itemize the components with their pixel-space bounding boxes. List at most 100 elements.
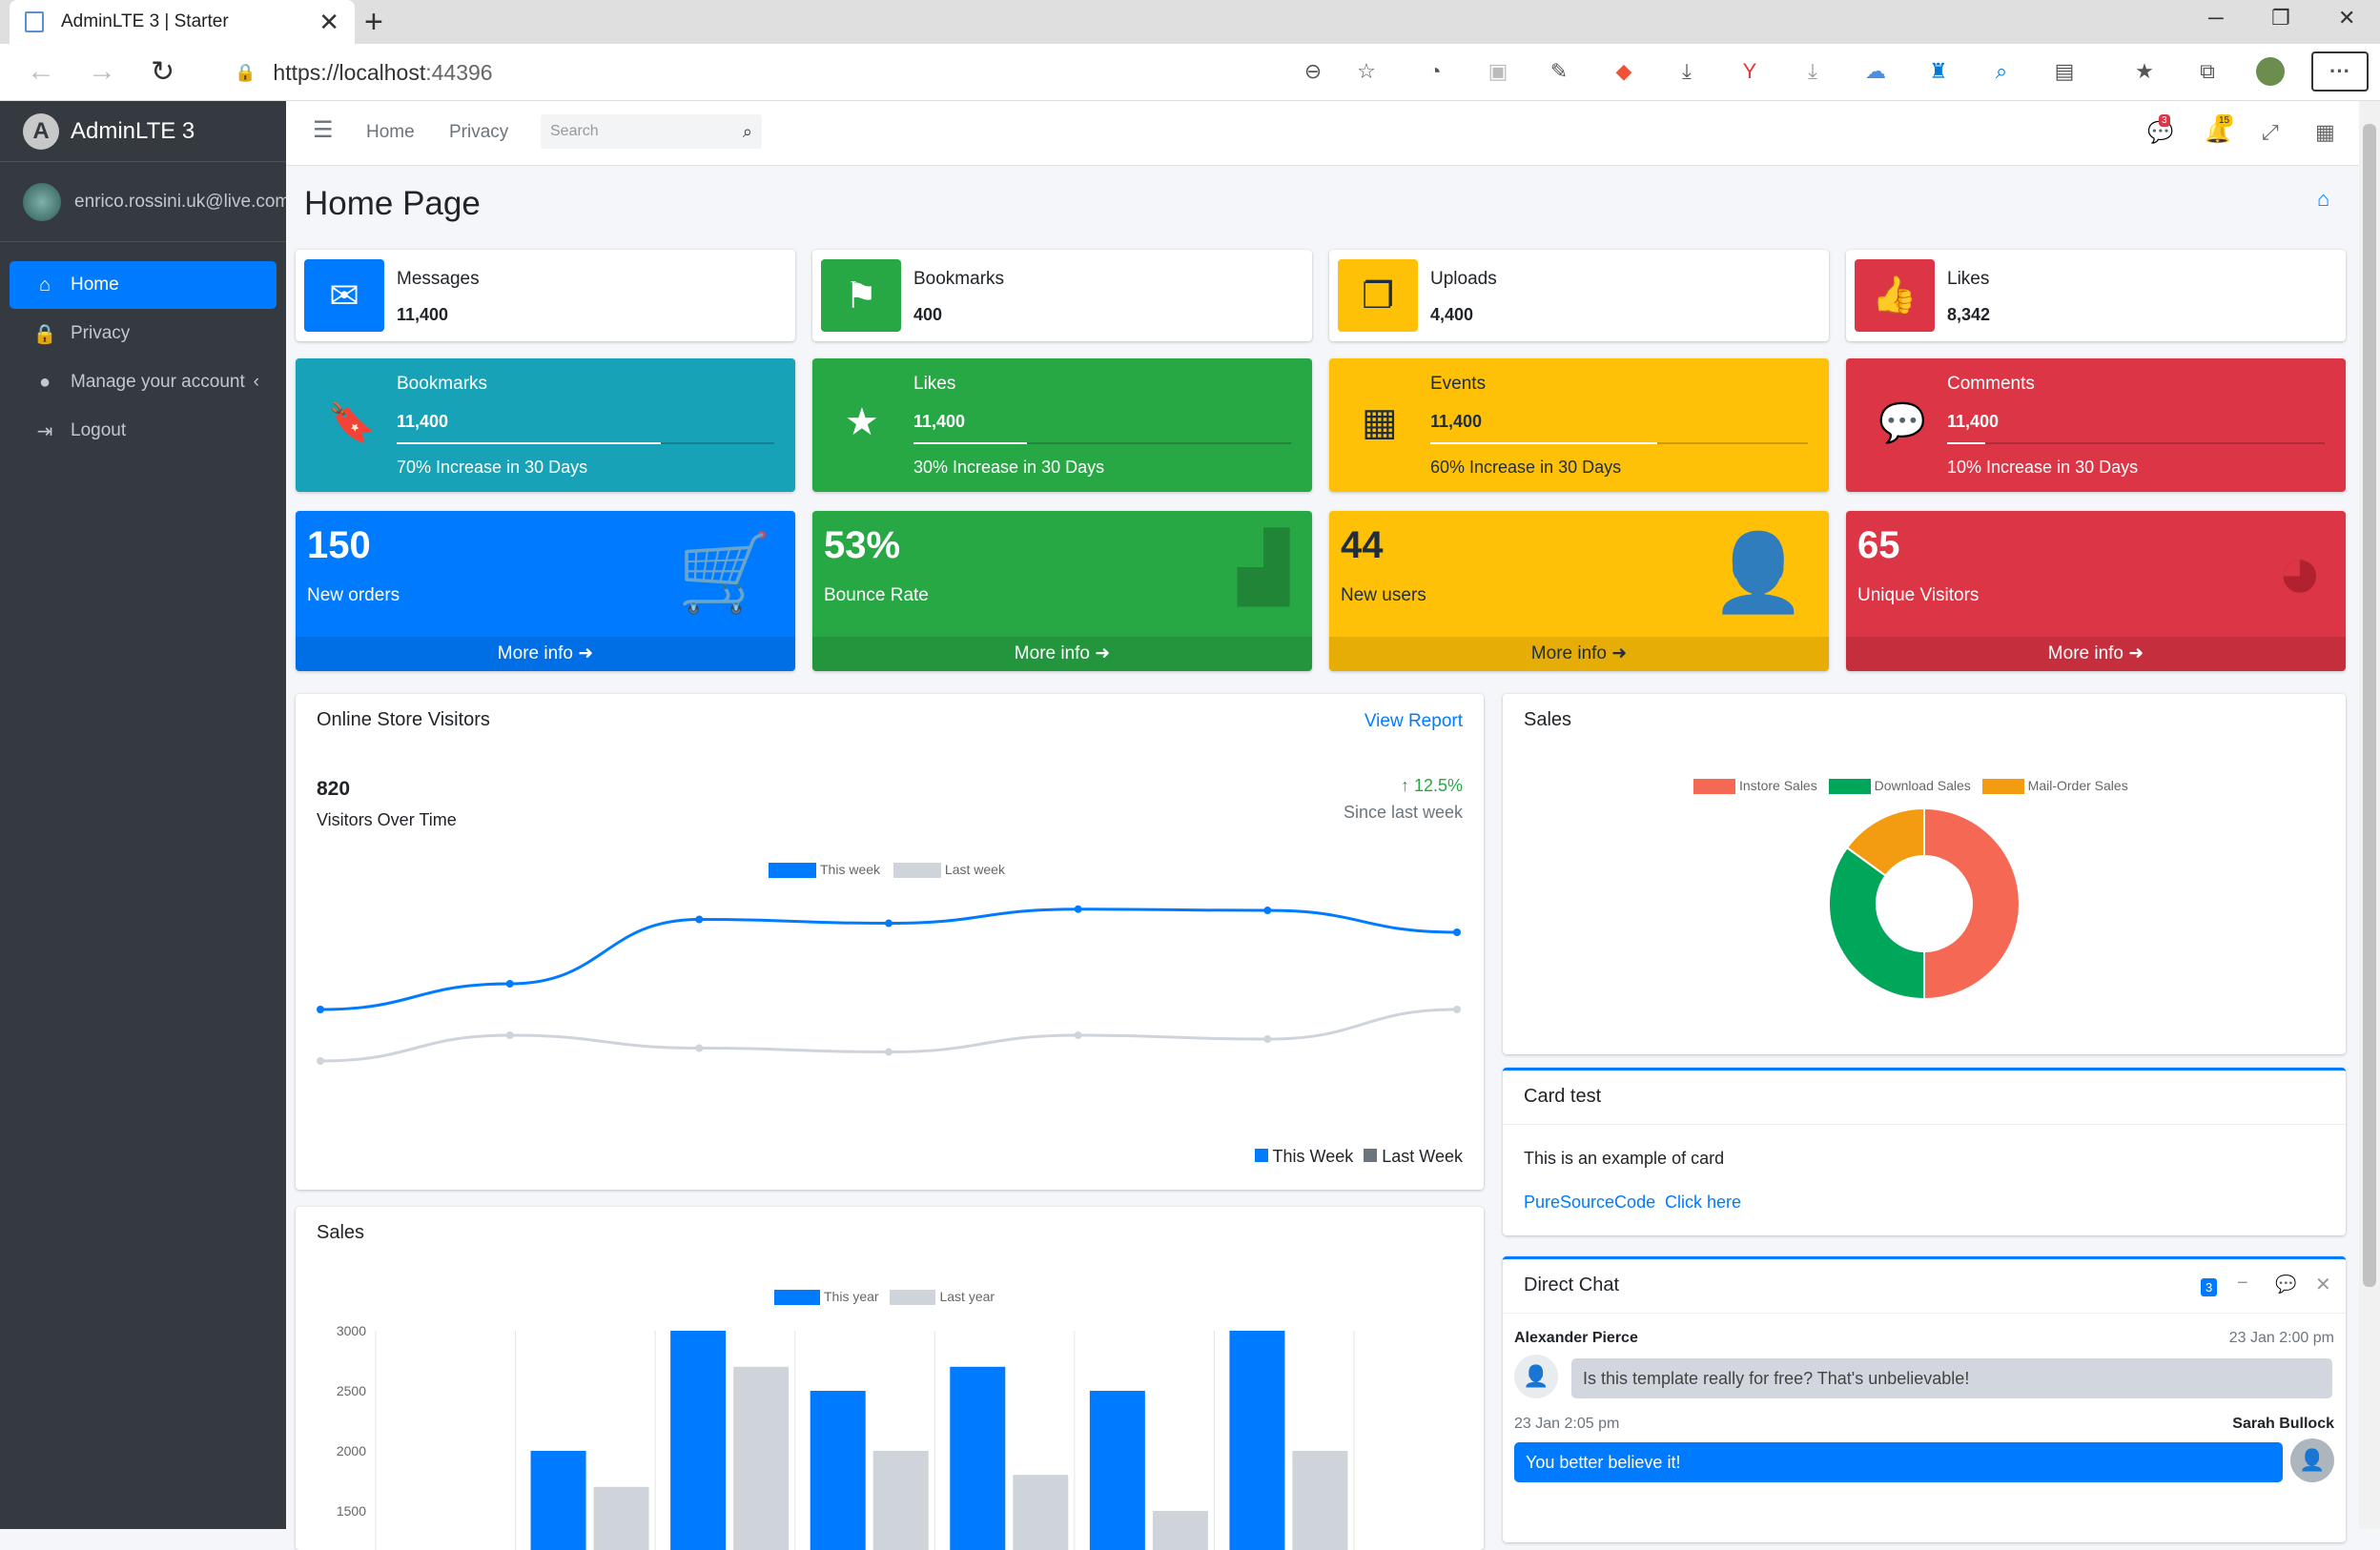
extension-icon[interactable]: ◔ <box>1428 59 1442 83</box>
add-favorite-icon[interactable]: ☆ <box>1357 59 1376 83</box>
view-report-link[interactable]: View Report <box>1364 711 1463 731</box>
topnav-home-link[interactable]: Home <box>366 122 415 142</box>
search-icon[interactable]: ⌕ <box>1995 59 2008 83</box>
close-window-icon[interactable]: ✕ <box>2338 6 2356 30</box>
direct-chat-card: Direct Chat 3 − 💬 ✕ Alexander Pierce 23 … <box>1503 1256 2346 1542</box>
download-icon[interactable]: ⤓ <box>1682 59 1692 83</box>
progress-box-value: 11,400 <box>913 412 966 431</box>
progress-box-value: 11,400 <box>1430 412 1483 431</box>
more-info-link[interactable]: More info ➜ <box>1329 637 1829 671</box>
legend-label: This year <box>824 1289 879 1304</box>
minimize-icon[interactable]: ─ <box>2208 6 2224 30</box>
more-info-link[interactable]: More info ➜ <box>296 637 795 671</box>
messages-badge: 3 <box>2159 114 2170 127</box>
legend-swatch <box>1254 1149 1268 1162</box>
arrow-circle-right-icon: ➜ <box>1095 643 1111 663</box>
legend-swatch <box>1364 1149 1378 1162</box>
topnav-privacy-link[interactable]: Privacy <box>449 122 509 142</box>
search-icon[interactable]: ⌕ <box>742 121 752 141</box>
more-info-link[interactable]: More info ➜ <box>812 637 1312 671</box>
search-field[interactable]: Search ⌕ <box>541 114 762 149</box>
forward-icon[interactable]: → <box>88 55 116 87</box>
arrow-circle-right-icon: ➜ <box>2128 643 2144 663</box>
visitors-total: 820 <box>317 778 351 800</box>
more-info-label: More info <box>1530 643 1607 663</box>
user-panel[interactable]: enrico.rossini.uk@live.com <box>0 162 286 242</box>
bar <box>810 1391 866 1550</box>
arrow-circle-right-icon: ➜ <box>1611 643 1628 663</box>
extension-icon[interactable]: ▣ <box>1488 59 1508 83</box>
extension-icon[interactable]: ♜ <box>1929 59 1948 83</box>
small-box-label: New orders <box>307 585 400 605</box>
favorites-icon[interactable]: ★ <box>2135 59 2154 83</box>
download-icon[interactable]: ⤓ <box>1808 59 1817 83</box>
progress-description: 60% Increase in 30 Days <box>1430 458 1622 477</box>
small-box-label: Bounce Rate <box>824 585 929 605</box>
fullscreen-icon[interactable]: ⤢ <box>2262 120 2279 144</box>
info-box-value: 11,400 <box>397 305 449 324</box>
home-breadcrumb-icon[interactable]: ⌂ <box>2317 187 2330 211</box>
click-here-link[interactable]: Click here <box>1665 1193 1742 1212</box>
sidebar-item-label: Privacy <box>71 323 131 343</box>
url-field[interactable]: 🔒 https://localhost:44396 <box>206 51 1350 93</box>
search-input[interactable]: Search <box>550 123 599 139</box>
progress-fill <box>913 442 1027 444</box>
refresh-icon[interactable]: ↻ <box>151 56 175 88</box>
bar <box>1152 1511 1208 1550</box>
minimize-icon[interactable]: − <box>2237 1273 2248 1294</box>
visitors-change-label: Since last week <box>1343 803 1463 822</box>
donut-slice <box>1845 806 1925 878</box>
visitors-change: ↑ 12.5% <box>1401 776 1463 796</box>
scrollbar-thumb[interactable] <box>2363 124 2376 1287</box>
data-point <box>505 980 514 988</box>
restore-icon[interactable]: ❐ <box>2271 6 2290 30</box>
close-tab-icon[interactable]: ✕ <box>318 7 339 36</box>
legend-label: Last year <box>939 1289 995 1304</box>
puresourcecode-link[interactable]: PureSourceCode <box>1524 1193 1656 1212</box>
close-icon[interactable]: ✕ <box>2315 1275 2331 1295</box>
browser-tab[interactable]: AdminLTE 3 | Starter ✕ <box>10 0 355 44</box>
y-tick-label: 2500 <box>337 1383 366 1398</box>
data-point <box>317 1006 324 1013</box>
data-point <box>1453 1006 1461 1013</box>
brand-logo-icon: A <box>23 112 59 150</box>
extension-icon[interactable]: ✎ <box>1549 59 1569 83</box>
data-point <box>317 1057 324 1065</box>
bar <box>1013 1475 1069 1550</box>
collections-icon[interactable]: ⧉ <box>2200 59 2215 83</box>
info-box-value: 8,342 <box>1947 305 1991 324</box>
zoom-icon[interactable]: ⊖ <box>1303 59 1323 83</box>
profile-avatar-icon[interactable] <box>2256 57 2285 86</box>
sidebar-item-home[interactable]: ⌂ Home <box>10 261 277 309</box>
new-tab-icon[interactable]: + <box>364 4 383 40</box>
hamburger-menu-icon[interactable]: ☰ <box>313 117 334 143</box>
arrow-up-icon: ↑ <box>1400 776 1409 795</box>
card-title: Sales <box>317 1222 365 1243</box>
bar <box>530 1451 586 1550</box>
grid-icon[interactable]: ▦ <box>2315 120 2335 144</box>
cloud-icon[interactable]: ☁ <box>1865 59 1886 83</box>
small-box-bounce-rate: 53% Bounce Rate ▟ More info ➜ <box>812 511 1312 671</box>
extension-icon[interactable]: Y <box>1742 59 1757 83</box>
back-icon[interactable]: ← <box>27 55 55 87</box>
brand-link[interactable]: A AdminLTE 3 <box>0 101 286 162</box>
info-box-title: Likes <box>1947 269 1990 289</box>
more-info-link[interactable]: More info ➜ <box>1846 637 2346 671</box>
messages-icon[interactable]: 💬 3 <box>2147 114 2174 144</box>
comments-icon[interactable]: 💬 <box>2275 1275 2297 1294</box>
sidebar: A AdminLTE 3 enrico.rossini.uk@live.com … <box>0 101 286 1529</box>
page-scrollbar[interactable] <box>2359 101 2380 1529</box>
sidebar-item-privacy[interactable]: 🔒 Privacy <box>10 310 277 357</box>
sidebar-item-manage-account[interactable]: ● Manage your account ‹ <box>10 358 277 406</box>
extension-icon[interactable]: ▤ <box>2054 59 2075 83</box>
more-options-icon[interactable]: ··· <box>2311 51 2369 92</box>
data-point <box>1074 1031 1082 1039</box>
sidebar-item-label: Home <box>71 275 119 295</box>
legend-swatch <box>774 1290 820 1306</box>
donut-slice <box>1923 806 2021 1001</box>
progress-bar <box>1947 442 2325 444</box>
extension-icon[interactable]: ◆ <box>1615 59 1632 83</box>
y-tick-label: 2000 <box>337 1443 366 1458</box>
bell-icon[interactable]: 🔔 15 <box>2205 114 2233 144</box>
sidebar-item-logout[interactable]: ⇥ Logout <box>10 407 277 455</box>
